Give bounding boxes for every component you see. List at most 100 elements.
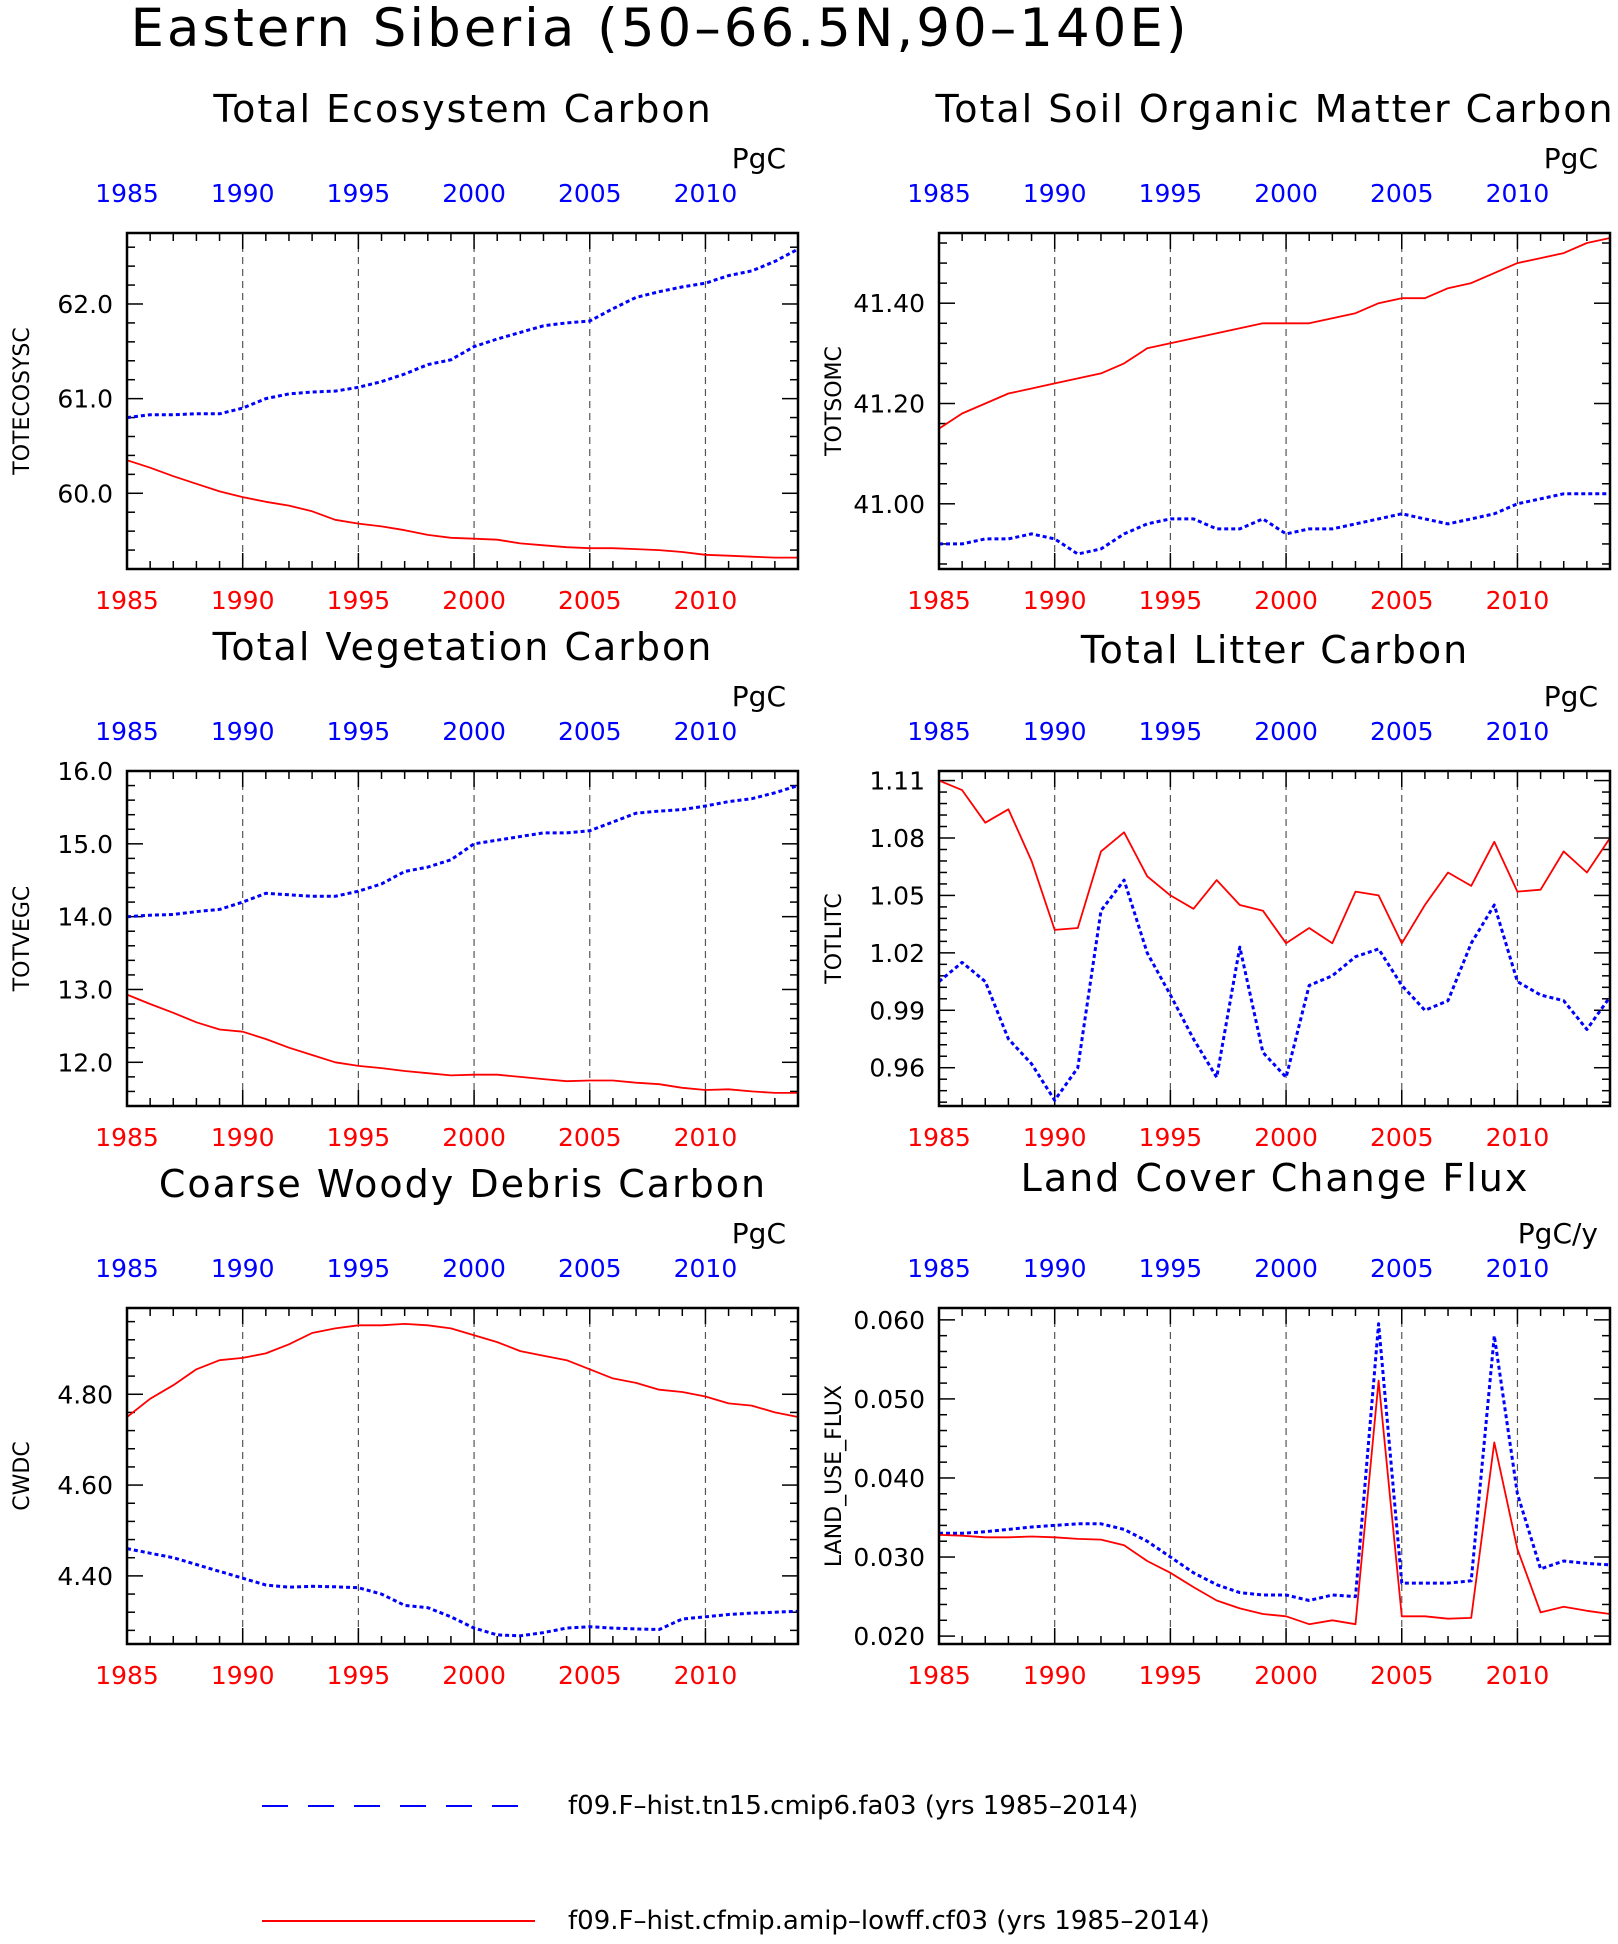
- units-label: PgC: [1544, 680, 1598, 713]
- x-tick-label-top: 1985: [907, 179, 971, 208]
- units-label: PgC: [1544, 142, 1598, 175]
- x-tick-label-top: 1985: [907, 1254, 971, 1283]
- chart-panel-6: Land Cover Change Flux PgC/y LAND_USE_FLUX…: [822, 1156, 1612, 1690]
- plot-frame: [125, 231, 800, 571]
- x-tick-label-top: 1985: [95, 179, 159, 208]
- x-tick-label-top: 2005: [558, 179, 622, 208]
- x-tick-label-top: 2010: [674, 179, 738, 208]
- x-tick-label-bottom: 1990: [211, 586, 275, 615]
- x-tick-label-top: 1995: [327, 1254, 391, 1283]
- y-tick-label: 62.0: [57, 290, 113, 319]
- y-tick-label: 41.00: [853, 490, 925, 519]
- x-tick-label-bottom: 1985: [907, 586, 971, 615]
- x-tick-label-top: 2005: [558, 717, 622, 746]
- x-tick-label-top: 2010: [1486, 717, 1550, 746]
- y-tick-label: 0.050: [853, 1385, 925, 1414]
- y-axis-label: LAND_USE_FLUX: [822, 1385, 847, 1567]
- x-tick-label-bottom: 2000: [1254, 586, 1318, 615]
- x-tick-label-top: 2000: [442, 717, 506, 746]
- series-line-solid: [126, 459, 798, 559]
- x-tick-label-bottom: 2000: [442, 586, 506, 615]
- y-tick-label: 0.040: [853, 1464, 925, 1493]
- y-tick-label: 0.020: [853, 1622, 925, 1651]
- x-tick-label-bottom: 2010: [1486, 1123, 1550, 1152]
- x-tick-label-top: 2000: [1254, 1254, 1318, 1283]
- series-line-solid: [938, 237, 1611, 430]
- panel-title: Coarse Woody Debris Carbon: [159, 1162, 767, 1206]
- x-tick-label-bottom: 2000: [442, 1123, 506, 1152]
- x-tick-label-bottom: 1985: [95, 586, 159, 615]
- x-tick-label-top: 1985: [95, 1254, 159, 1283]
- y-axis-label: TOTSOMC: [822, 346, 847, 457]
- x-tick-label-bottom: 2000: [442, 1661, 506, 1690]
- x-tick-label-top: 1990: [211, 717, 275, 746]
- y-tick-label: 60.0: [57, 479, 113, 508]
- y-axis-label: CWDC: [10, 1441, 35, 1510]
- series-line-solid: [938, 779, 1611, 945]
- x-tick-label-top: 1990: [1023, 1254, 1087, 1283]
- series-line-solid: [938, 1379, 1611, 1626]
- x-tick-label-bottom: 1995: [1139, 586, 1203, 615]
- x-tick-label-bottom: 2010: [674, 1661, 738, 1690]
- series-line-dashed: [939, 492, 1610, 556]
- x-tick-label-top: 1990: [211, 1254, 275, 1283]
- plot-frame: [937, 231, 1612, 571]
- x-tick-label-bottom: 2005: [558, 1123, 622, 1152]
- y-tick-label: 61.0: [57, 385, 113, 414]
- chart-panels: Total Ecosystem Carbon PgC TOTECOSYSC 1985 1…: [10, 87, 1613, 1690]
- x-tick-label-bottom: 1995: [327, 1123, 391, 1152]
- plot-frame: [937, 769, 1612, 1108]
- x-tick-label-bottom: 2005: [558, 1661, 622, 1690]
- x-tick-label-top: 2000: [1254, 179, 1318, 208]
- series-line-dashed: [126, 1547, 799, 1638]
- y-tick-label: 0.060: [853, 1306, 925, 1335]
- y-tick-label: 1.05: [869, 881, 925, 910]
- panel-title: Total Ecosystem Carbon: [212, 87, 712, 131]
- legend-entry-dashed: f09.F–hist.tn15.cmip6.fa03 (yrs 1985–201…: [568, 1791, 1138, 1821]
- x-tick-label-top: 1990: [1023, 179, 1087, 208]
- x-tick-label-top: 2010: [1486, 179, 1550, 208]
- x-tick-label-bottom: 1990: [211, 1661, 275, 1690]
- x-tick-label-top: 2010: [674, 717, 738, 746]
- x-tick-label-bottom: 2000: [1254, 1661, 1318, 1690]
- units-label: PgC: [732, 1217, 786, 1250]
- y-axis-label: TOTVEGC: [10, 886, 35, 993]
- units-label: PgC/y: [1518, 1217, 1598, 1250]
- page-title: Eastern Siberia (50–66.5N,90–140E): [130, 0, 1189, 59]
- x-tick-label-bottom: 2005: [1370, 1661, 1434, 1690]
- chart-panel-3: Total Vegetation Carbon PgC TOTVEGC 1985 198…: [10, 625, 800, 1152]
- chart-panel-2: Total Soil Organic Matter Carbon PgC TOTSO…: [822, 87, 1613, 615]
- x-tick-label-bottom: 2000: [1254, 1123, 1318, 1152]
- y-tick-label: 12.0: [57, 1048, 113, 1077]
- y-tick-label: 4.40: [57, 1562, 113, 1591]
- x-tick-label-bottom: 2010: [674, 586, 738, 615]
- x-tick-label-top: 2010: [1486, 1254, 1550, 1283]
- series-line-solid: [126, 1323, 799, 1418]
- x-tick-label-bottom: 2010: [674, 1123, 738, 1152]
- x-tick-label-bottom: 1995: [327, 586, 391, 615]
- x-tick-label-top: 2005: [1370, 179, 1434, 208]
- x-tick-label-bottom: 2005: [1370, 586, 1434, 615]
- chart-panel-1: Total Ecosystem Carbon PgC TOTECOSYSC 1985 1…: [10, 87, 800, 615]
- y-tick-label: 41.40: [853, 289, 925, 318]
- x-tick-label-bottom: 1995: [1139, 1661, 1203, 1690]
- legend-entry-solid: f09.F–hist.cfmip.amip–lowff.cf03 (yrs 19…: [568, 1906, 1210, 1936]
- series-line-dashed: [126, 247, 799, 420]
- x-tick-label-top: 1995: [1139, 179, 1203, 208]
- x-tick-label-bottom: 1985: [907, 1123, 971, 1152]
- x-tick-label-bottom: 1990: [1023, 586, 1087, 615]
- x-tick-label-bottom: 2005: [1370, 1123, 1434, 1152]
- y-tick-label: 1.02: [869, 939, 925, 968]
- y-tick-label: 41.20: [853, 390, 925, 419]
- plot-frame: [937, 1306, 1612, 1646]
- y-tick-label: 13.0: [57, 975, 113, 1004]
- x-tick-label-bottom: 2005: [558, 586, 622, 615]
- x-tick-label-top: 2005: [1370, 717, 1434, 746]
- x-tick-label-bottom: 1985: [95, 1123, 159, 1152]
- x-tick-label-top: 1995: [1139, 1254, 1203, 1283]
- x-tick-label-top: 1990: [211, 179, 275, 208]
- panel-title: Total Litter Carbon: [1080, 628, 1469, 672]
- x-tick-label-top: 1990: [1023, 717, 1087, 746]
- y-tick-label: 14.0: [57, 903, 113, 932]
